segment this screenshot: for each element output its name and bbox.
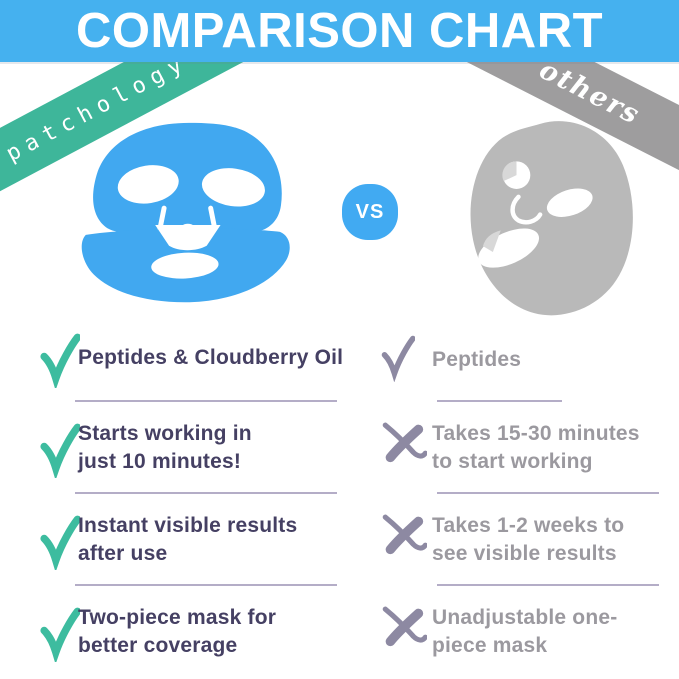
row-1-right-text: Peptides	[432, 348, 522, 371]
row-1-left: Peptides & Cloudberry Oil	[40, 330, 345, 388]
row-4-right-text: Unadjustable one- piece mask	[432, 606, 618, 657]
cross-icon	[381, 414, 432, 464]
divider	[437, 400, 562, 402]
divider	[437, 492, 659, 494]
row-1-right: Peptides	[381, 332, 676, 382]
divider	[75, 584, 337, 586]
row-3-left-text: Instant visible results after use	[78, 514, 298, 565]
row-1-left-text: Peptides & Cloudberry Oil	[78, 346, 344, 369]
vs-label: VS	[355, 200, 385, 223]
cross-icon	[381, 506, 432, 556]
row-3-right: Takes 1-2 weeks to see visible results	[381, 506, 676, 568]
row-2-left: Starts working in just 10 minutes!	[40, 414, 345, 478]
row-2-right: Takes 15-30 minutes to start working	[381, 414, 676, 476]
vs-badge: VS	[342, 184, 398, 240]
check-icon	[40, 506, 80, 570]
row-3-right-text: Takes 1-2 weeks to see visible results	[432, 514, 625, 565]
divider	[75, 492, 337, 494]
check-icon	[40, 414, 80, 478]
title-banner: COMPARISON CHART	[0, 0, 679, 62]
divider	[75, 400, 337, 402]
row-4-right: Unadjustable one- piece mask	[381, 598, 676, 660]
check-icon	[381, 332, 432, 382]
divider	[437, 584, 659, 586]
page-title: COMPARISON CHART	[75, 3, 604, 58]
check-icon	[40, 598, 80, 662]
check-icon	[40, 330, 80, 388]
row-2-left-text: Starts working in just 10 minutes!	[78, 422, 252, 473]
row-3-left: Instant visible results after use	[40, 506, 345, 570]
row-2-right-text: Takes 15-30 minutes to start working	[432, 422, 640, 473]
others-mask-graphic	[470, 121, 633, 316]
patchology-mask-graphic	[81, 122, 290, 303]
row-4-left: Two-piece mask for better coverage	[40, 598, 345, 662]
cross-icon	[381, 598, 432, 648]
row-4-left-text: Two-piece mask for better coverage	[78, 606, 277, 657]
